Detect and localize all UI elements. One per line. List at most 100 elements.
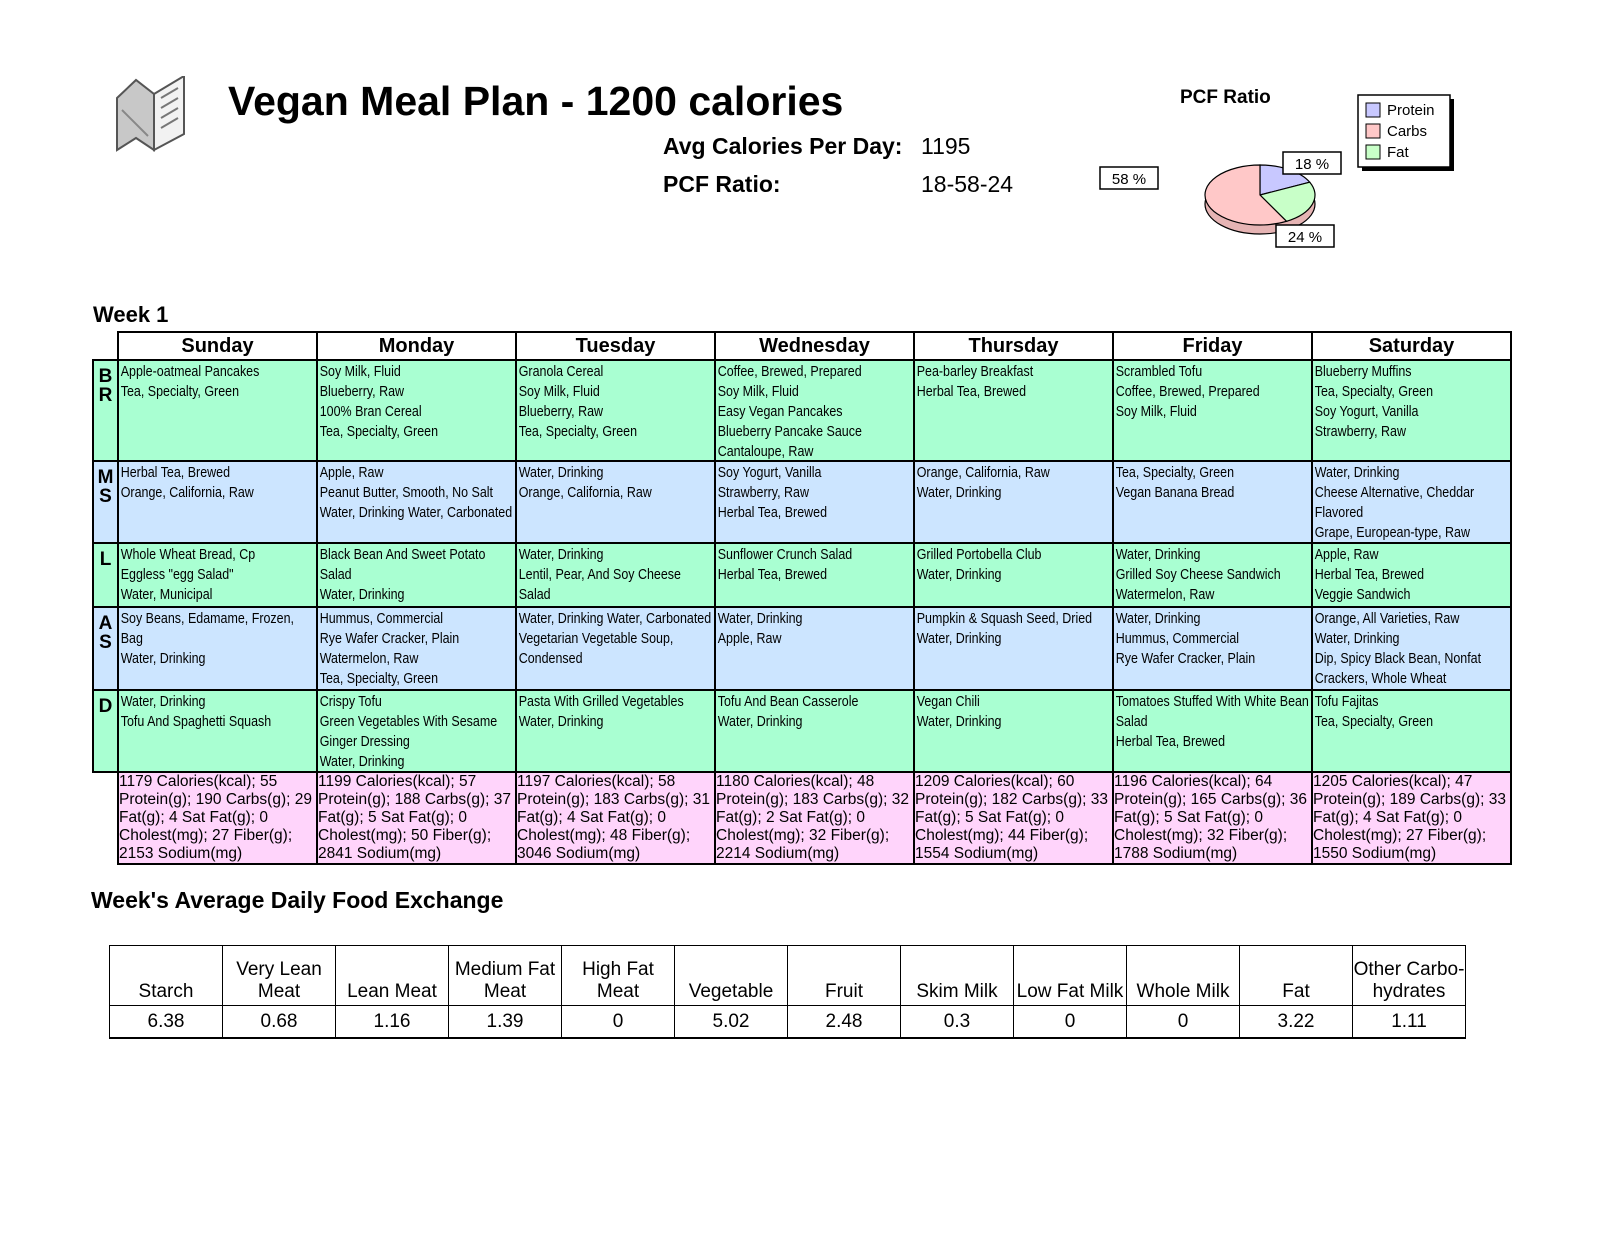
meal-cell: Apple, Raw Peanut Butter, Smooth, No Salt… <box>316 460 517 544</box>
exchange-header-row: Starch Very Lean Meat Lean Meat Medium Fat … <box>109 945 1466 1006</box>
food-item: Water, Drinking <box>1115 611 1201 627</box>
meal-row: A S Soy Beans, Edamame, Frozen, Bag Water,… <box>92 606 1512 691</box>
exchange-value: 0 <box>1126 1005 1240 1039</box>
food-item: Soy Milk, Fluid <box>319 364 401 380</box>
food-item: Rye Wafer Cracker, Plain <box>319 631 460 647</box>
meal-cell: Tea, Specialty, Green Vegan Banana Bread <box>1112 460 1313 544</box>
food-item: Water, Drinking <box>717 714 803 730</box>
meal-row-label: L <box>92 542 118 608</box>
food-item: Water, Drinking <box>1314 465 1400 481</box>
meal-row-label: M S <box>92 460 118 544</box>
meal-cell: Scrambled Tofu Coffee, Brewed, Prepared So… <box>1112 359 1313 462</box>
food-item: Grilled Soy Cheese Sandwich <box>1115 567 1281 583</box>
meal-row: M S Herbal Tea, Brewed Orange, California,… <box>92 460 1512 544</box>
food-item: Herbal Tea, Brewed <box>1115 734 1226 750</box>
food-item: Granola Cereal <box>518 364 604 380</box>
exchange-header: Low Fat Milk <box>1013 945 1127 1006</box>
food-item: Water, Drinking <box>319 587 405 603</box>
day-header: Thursday <box>913 331 1114 361</box>
food-item: Water, Drinking <box>120 651 206 667</box>
pie-label-box <box>1282 151 1342 175</box>
food-item: Hummus, Commercial <box>319 611 444 627</box>
avg-calories-label: Avg Calories Per Day: <box>663 133 903 159</box>
food-item: Soy Milk, Fluid <box>717 384 799 400</box>
daily-total-cell: 1179 Calories(kcal); 55 Protein(g); 190 … <box>117 771 318 865</box>
meal-cell: Crispy Tofu Green Vegetables With Sesame … <box>316 689 517 773</box>
meal-cell: Apple-oatmeal Pancakes Tea, Specialty, Gr… <box>117 359 318 462</box>
food-item: Water, Drinking <box>916 485 1002 501</box>
food-item: Whole Wheat Bread, Cp <box>120 547 256 563</box>
food-item: Water, Drinking <box>916 631 1002 647</box>
meal-cell: Orange, All Varieties, Raw Water, Drinkin… <box>1311 606 1512 691</box>
document-icon <box>116 76 185 152</box>
pcf-pie-chart: 58 % 18 % 24 % Protein Carbs Fat <box>1099 94 1454 248</box>
exchange-value: 1.39 <box>448 1005 562 1039</box>
meal-cell: Blueberry Muffins Tea, Specialty, Green So… <box>1311 359 1512 462</box>
exchange-value: 6.38 <box>109 1005 223 1039</box>
food-item: Herbal Tea, Brewed <box>717 505 828 521</box>
meal-row: D Water, Drinking Tofu And Spaghetti Squas… <box>92 689 1512 773</box>
totals-spacer <box>93 772 118 864</box>
food-item: Blueberry, Raw <box>518 404 604 420</box>
exchange-value: 0 <box>561 1005 675 1039</box>
food-item: Apple, Raw <box>319 465 384 481</box>
food-item: Tea, Specialty, Green <box>1314 714 1434 730</box>
day-header: Friday <box>1112 331 1313 361</box>
exchange-value: 0.68 <box>222 1005 336 1039</box>
food-item: Orange, All Varieties, Raw <box>1314 611 1460 627</box>
food-item: Water, Drinking <box>518 547 604 563</box>
food-item: Soy Yogurt, Vanilla <box>717 465 822 481</box>
meal-cell: Water, Drinking Tofu And Spaghetti Squash <box>117 689 318 773</box>
food-item: Herbal Tea, Brewed <box>916 384 1027 400</box>
exchange-header: Fat <box>1239 945 1353 1006</box>
meal-cell: Pea-barley Breakfast Herbal Tea, Brewed <box>913 359 1114 462</box>
meal-cell: Tofu And Bean Casserole Water, Drinking <box>714 689 915 773</box>
meal-cell: Orange, California, Raw Water, Drinking <box>913 460 1114 544</box>
day-header: Tuesday <box>515 331 716 361</box>
meal-cell: Water, Drinking Hummus, Commercial Rye Waf… <box>1112 606 1313 691</box>
meal-cell: Water, Drinking Cheese Alternative, Chedd… <box>1311 460 1512 544</box>
meal-row: B R Apple-oatmeal Pancakes Tea, Specialty,… <box>92 359 1512 462</box>
pie-legend: Protein Carbs Fat <box>1357 94 1454 171</box>
food-item: Scrambled Tofu <box>1115 364 1203 380</box>
exchange-header: Medium Fat Meat <box>448 945 562 1006</box>
food-item: Tea, Specialty, Green <box>518 424 638 440</box>
exchange-header: Vegetable <box>674 945 788 1006</box>
meal-cell: Water, Drinking Lentil, Pear, And Soy Che… <box>515 542 716 608</box>
food-item: Dip, Spicy Black Bean, Nonfat <box>1314 651 1482 667</box>
pie-slice-carbs <box>1204 164 1288 226</box>
food-item: Lentil, Pear, And Soy Cheese Salad <box>518 567 681 603</box>
food-item: Grape, European-type, Raw <box>1314 525 1470 541</box>
daily-total-cell: 1205 Calories(kcal); 47 Protein(g); 189 … <box>1311 771 1512 865</box>
exchange-value: 2.48 <box>787 1005 901 1039</box>
meal-cell: Coffee, Brewed, Prepared Soy Milk, Fluid E… <box>714 359 915 462</box>
legend-carbs: Carbs <box>1387 123 1427 140</box>
meal-cell: Grilled Portobella Club Water, Drinking <box>913 542 1114 608</box>
food-item: Green Vegetables With Sesame Ginger Dres… <box>319 714 498 750</box>
food-item: Strawberry, Raw <box>1314 424 1406 440</box>
meal-row: L Whole Wheat Bread, Cp Eggless "egg Salad… <box>92 542 1512 608</box>
meal-cell: Whole Wheat Bread, Cp Eggless "egg Salad"… <box>117 542 318 608</box>
food-item: Water, Municipal <box>120 587 213 603</box>
food-item: Watermelon, Raw <box>319 651 419 667</box>
food-item: Coffee, Brewed, Prepared <box>1115 384 1260 400</box>
meal-cell: Water, Drinking Water, Carbonated Vegetar… <box>515 606 716 691</box>
meal-cell: Granola Cereal Soy Milk, Fluid Blueberry, … <box>515 359 716 462</box>
food-item: Eggless "egg Salad" <box>120 567 234 583</box>
day-header: Monday <box>316 331 517 361</box>
daily-total-cell: 1196 Calories(kcal); 64 Protein(g); 165 … <box>1112 771 1313 865</box>
food-item: Water, Drinking <box>120 694 206 710</box>
food-item: Soy Milk, Fluid <box>518 384 600 400</box>
meal-row-label: B R <box>92 359 118 462</box>
food-item: Water, Drinking <box>916 567 1002 583</box>
exchange-header: Lean Meat <box>335 945 449 1006</box>
food-item: Tomatoes Stuffed With White Bean Salad <box>1115 694 1309 730</box>
meal-cell: Water, Drinking Orange, California, Raw <box>515 460 716 544</box>
food-item: Water, Drinking <box>319 754 405 770</box>
exchange-header: Skim Milk <box>900 945 1014 1006</box>
food-item: Cantaloupe, Raw <box>717 444 814 460</box>
food-item: Soy Beans, Edamame, Frozen, Bag <box>120 611 295 647</box>
food-item: Rye Wafer Cracker, Plain <box>1115 651 1256 667</box>
food-item: Black Bean And Sweet Potato Salad <box>319 547 486 583</box>
food-item: Apple, Raw <box>717 631 782 647</box>
